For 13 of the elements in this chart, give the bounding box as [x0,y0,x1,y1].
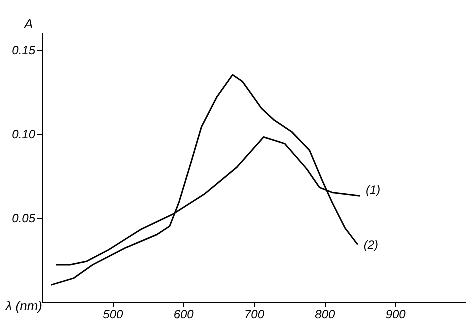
series-label: (1) [366,183,381,198]
y-tick-label: 0.05 [12,211,36,226]
y-axis-title: A [24,16,34,32]
series-label: (2) [364,238,379,252]
x-tick-label: 600 [174,308,194,322]
x-axis-title: λ (nm) [4,298,42,314]
x-tick-label: 900 [386,308,406,322]
x-tick-label: 500 [103,308,124,322]
x-tick-label: 700 [244,308,265,322]
x-tick-label: 800 [315,308,336,322]
line-series [50,74,359,286]
y-tick-label: 0.15 [12,43,36,58]
y-tick-label: 0.10 [12,127,36,142]
